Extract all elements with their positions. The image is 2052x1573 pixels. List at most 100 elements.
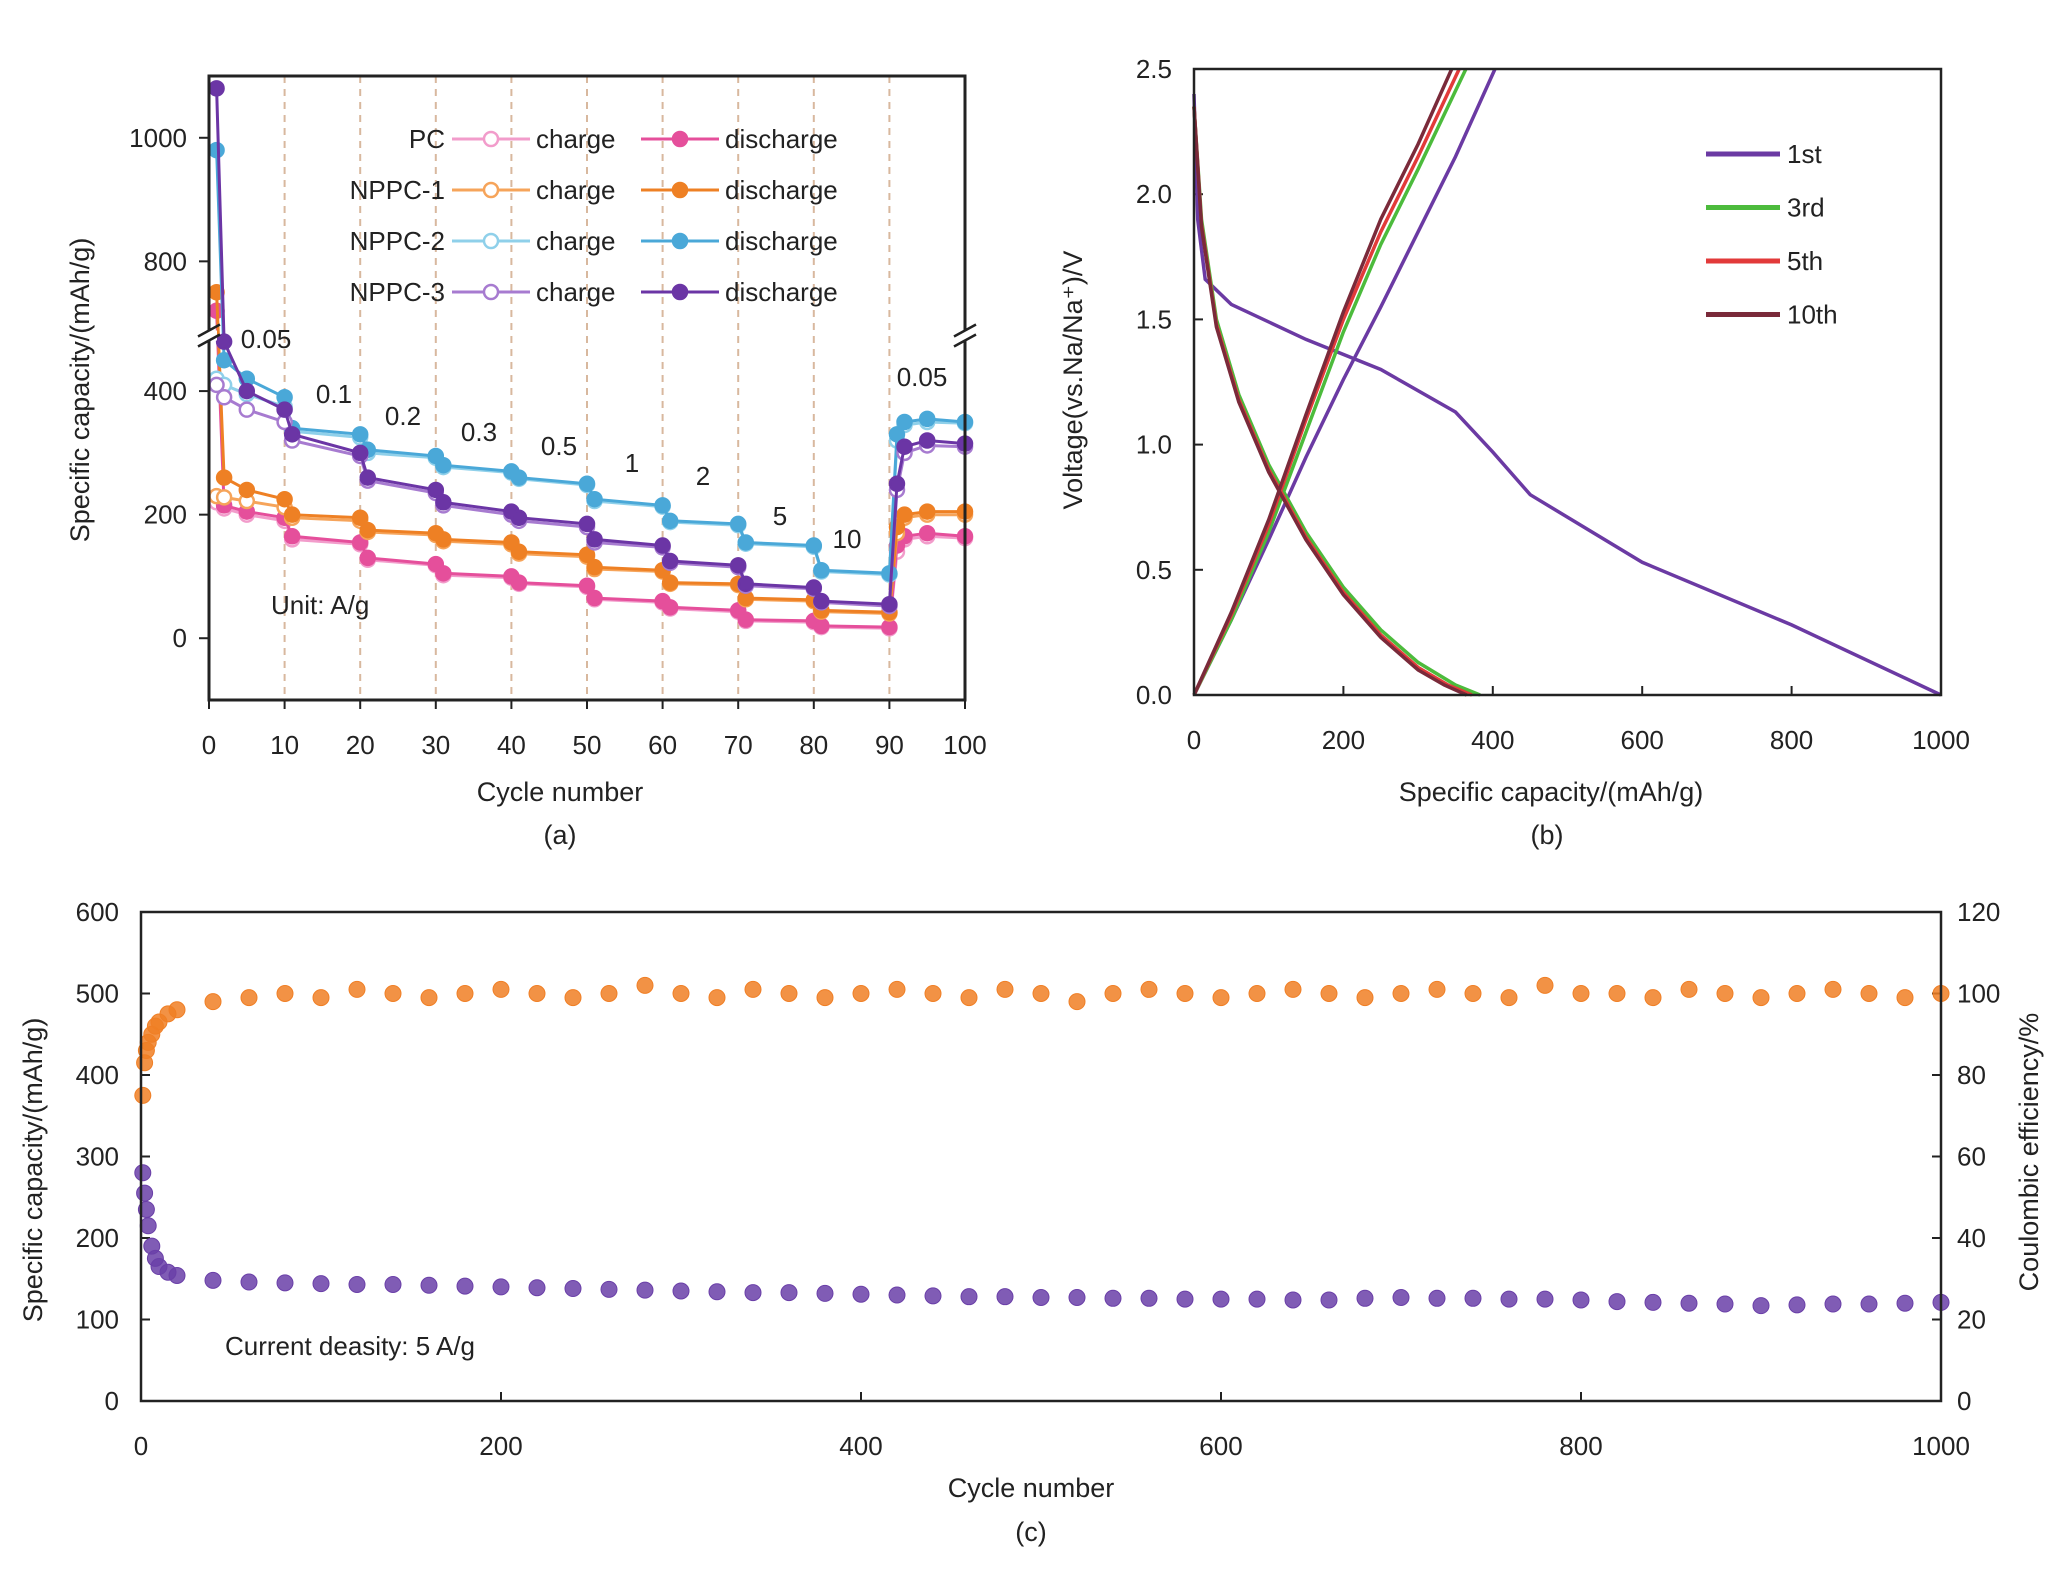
axis-break: [197, 323, 221, 338]
legend-label: charge: [536, 124, 616, 154]
marker: [918, 503, 936, 520]
x-tick-label: 0: [1187, 725, 1201, 755]
marker: [805, 537, 823, 554]
y-tick-label: 400: [144, 376, 187, 406]
point: [924, 1287, 942, 1305]
point: [1140, 980, 1158, 998]
point: [1752, 1297, 1770, 1315]
y2-tick-label: 0: [1957, 1386, 1971, 1416]
point: [600, 985, 618, 1002]
plot-frame: [1192, 67, 1943, 697]
marker: [586, 558, 603, 576]
point: [1536, 1290, 1554, 1308]
marker: [881, 565, 898, 582]
point: [1248, 1290, 1266, 1308]
point: [888, 980, 906, 998]
point: [1392, 1288, 1410, 1306]
point: [1644, 1293, 1662, 1311]
marker: [435, 456, 452, 474]
point: [1464, 985, 1482, 1002]
point: [492, 1278, 510, 1296]
point: [600, 1280, 618, 1298]
y-tick-label: 800: [144, 246, 187, 276]
y-tick-label: 500: [76, 979, 119, 1009]
point: [1320, 1291, 1338, 1309]
point: [1500, 989, 1518, 1007]
x-tick-label: 600: [1621, 725, 1664, 755]
point: [1032, 1288, 1050, 1306]
marker: [351, 426, 369, 443]
point: [1320, 985, 1338, 1002]
x-tick-label: 200: [1322, 725, 1365, 755]
x-axis-title: Cycle number: [477, 777, 644, 807]
point: [348, 1275, 366, 1293]
marker: [888, 475, 906, 493]
marker: [510, 469, 528, 486]
y-tick-label: 400: [76, 1060, 119, 1090]
y2-tick-label: 20: [1957, 1305, 1986, 1335]
x-tick-label: 90: [875, 730, 904, 760]
point: [960, 1288, 978, 1306]
marker: [578, 475, 596, 493]
marker: [215, 489, 233, 506]
point: [240, 1273, 258, 1291]
y2-axis-title: Coulombic efficiency/%: [2014, 1013, 2044, 1292]
point: [528, 985, 546, 1002]
x-tick-label: 0: [134, 1431, 148, 1461]
point: [960, 989, 978, 1007]
legend-label: 1st: [1787, 139, 1822, 169]
marker: [359, 469, 377, 486]
legend-label: discharge: [725, 175, 838, 205]
point: [204, 1271, 222, 1289]
x-tick-label: 10: [270, 730, 299, 760]
point: [1572, 1291, 1590, 1309]
legend-marker: [482, 232, 500, 250]
annotation: 2: [696, 461, 710, 491]
marker: [435, 494, 452, 511]
point: [312, 1275, 330, 1293]
y-tick-label: 1.5: [1136, 304, 1172, 334]
marker: [805, 579, 823, 596]
marker: [881, 618, 898, 636]
marker: [510, 543, 528, 560]
marker: [661, 552, 679, 570]
x-tick-label: 60: [648, 730, 677, 760]
point: [136, 1184, 154, 1202]
point: [780, 1284, 798, 1302]
marker: [238, 382, 256, 400]
marker: [359, 549, 377, 567]
point: [1572, 985, 1590, 1002]
marker: [813, 592, 830, 610]
marker: [208, 141, 225, 159]
axis-break-gap: [201, 330, 217, 341]
legend-label: 10th: [1787, 300, 1838, 330]
point: [1284, 1291, 1302, 1309]
caption: (b): [1531, 820, 1564, 850]
y-tick-label: 600: [76, 897, 119, 927]
point: [708, 989, 726, 1007]
point: [1716, 985, 1734, 1002]
marker: [215, 333, 233, 350]
legend-group: NPPC-3: [350, 277, 445, 307]
point: [1500, 1290, 1518, 1308]
point: [1644, 989, 1662, 1007]
marker: [654, 497, 671, 514]
caption: (a): [544, 820, 577, 850]
marker: [586, 589, 603, 607]
y2-tick-label: 100: [1957, 979, 2000, 1009]
marker: [896, 506, 913, 523]
point: [816, 989, 834, 1007]
point: [636, 976, 654, 994]
point: [312, 989, 330, 1007]
marker: [208, 80, 225, 97]
x-tick-label: 70: [724, 730, 753, 760]
x-tick-label: 800: [1770, 725, 1813, 755]
marker: [813, 562, 830, 579]
annotation: 0.3: [461, 417, 497, 447]
y2-tick-label: 60: [1957, 1142, 1986, 1172]
y-tick-label: 0: [173, 623, 187, 653]
point: [816, 1284, 834, 1302]
point: [1212, 1290, 1230, 1308]
marker: [737, 575, 755, 593]
